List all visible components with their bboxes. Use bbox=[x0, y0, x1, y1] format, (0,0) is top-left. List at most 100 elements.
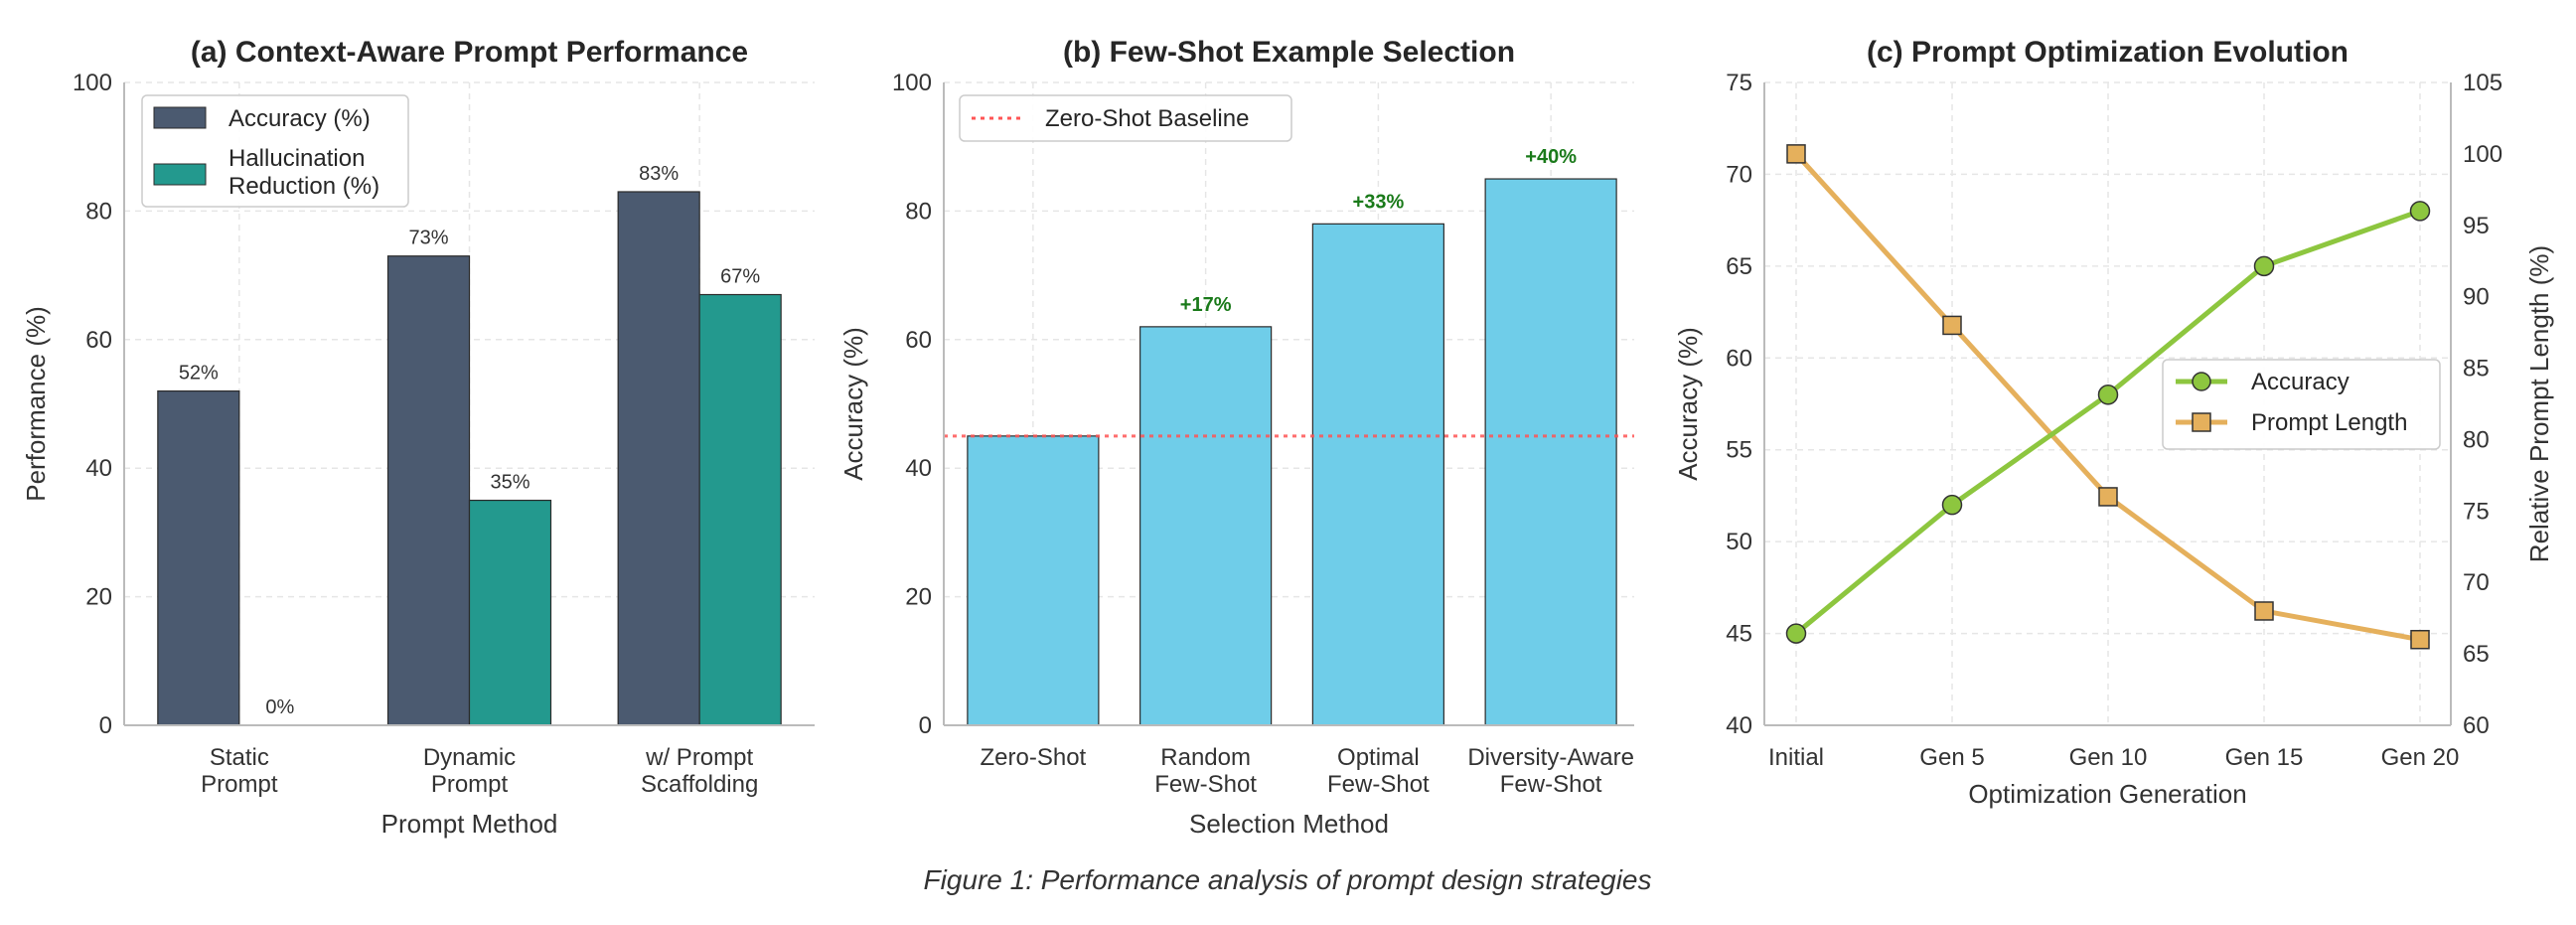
legend: Accuracy Prompt Length bbox=[2162, 359, 2441, 450]
legend: Zero-Shot Baseline bbox=[959, 94, 1292, 142]
x-tick-label: Diversity-Aware Few-Shot bbox=[1467, 744, 1634, 798]
marker-accuracy bbox=[2409, 201, 2431, 222]
marker-prompt-length bbox=[2098, 487, 2118, 507]
figure-caption: Figure 1: Performance analysis of prompt… bbox=[923, 864, 1651, 895]
bar-value-label: 67% bbox=[720, 266, 760, 288]
x-tick-label: Gen 15 bbox=[2225, 744, 2304, 771]
y-tick-label: 20 bbox=[905, 584, 932, 611]
y-axis-label-right: Relative Prompt Length (%) bbox=[2524, 245, 2554, 562]
chart-title: (c) Prompt Optimization Evolution bbox=[1867, 36, 2349, 69]
bar-hallucination bbox=[468, 499, 552, 726]
y-right-tick-label: 85 bbox=[2463, 356, 2490, 383]
y-tick-label: 65 bbox=[1726, 253, 1752, 280]
y-right-tick-label: 80 bbox=[2463, 426, 2490, 453]
y-tick-label: 70 bbox=[1726, 161, 1752, 188]
x-tick-label: Zero-Shot bbox=[981, 744, 1087, 771]
panel-b-few-shot-selection: +17% +33% +40% 0 20 40 60 80 100 Zero-Shot Random F… bbox=[838, 36, 1634, 839]
y-tick-label: 100 bbox=[892, 70, 932, 96]
panel-c-prompt-optimization: 40 45 50 55 60 65 70 75 60 65 70 75 80 85 90 95 100 105 In… bbox=[1673, 36, 2554, 809]
x-tick-label: Static Prompt bbox=[201, 744, 278, 798]
y-right-tick-label: 60 bbox=[2463, 712, 2490, 739]
bar-value-label: 35% bbox=[490, 472, 530, 494]
bar-value-label: 52% bbox=[179, 363, 219, 385]
x-tick-label: Dynamic Prompt bbox=[423, 744, 516, 798]
marker-prompt-length bbox=[2254, 601, 2274, 621]
y-tick-label: 40 bbox=[1726, 712, 1752, 739]
y-axis-label: Performance (%) bbox=[21, 306, 51, 502]
bar-accuracy bbox=[617, 191, 700, 726]
bar-value-label: 73% bbox=[408, 228, 448, 249]
chart-title: (a) Context-Aware Prompt Performance bbox=[191, 36, 748, 69]
y-tick-label: 0 bbox=[99, 712, 112, 739]
y-tick-label: 40 bbox=[905, 455, 932, 482]
legend-label-length: Prompt Length bbox=[2251, 409, 2407, 436]
marker-accuracy bbox=[2253, 255, 2275, 277]
y-right-tick-label: 65 bbox=[2463, 641, 2490, 668]
bar-few-shot bbox=[967, 435, 1100, 726]
gain-label: +17% bbox=[1180, 294, 1232, 316]
marker-accuracy bbox=[1941, 494, 1963, 516]
legend-label-accuracy: Accuracy (%) bbox=[228, 105, 371, 132]
y-right-tick-label: 100 bbox=[2463, 141, 2502, 168]
bar-value-label: 0% bbox=[265, 696, 294, 718]
marker-prompt-length bbox=[1942, 315, 1962, 336]
chart-title: (b) Few-Shot Example Selection bbox=[1063, 36, 1515, 69]
marker-accuracy bbox=[2097, 385, 2119, 405]
x-tick-label: Gen 5 bbox=[1919, 744, 1984, 771]
x-tick-label: Initial bbox=[1768, 744, 1824, 771]
x-tick-label: Gen 10 bbox=[2069, 744, 2148, 771]
x-tick-label: Optimal Few-Shot bbox=[1327, 744, 1430, 798]
y-tick-label: 20 bbox=[85, 584, 112, 611]
bar-few-shot bbox=[1311, 223, 1444, 726]
legend-swatch-accuracy bbox=[153, 106, 207, 129]
x-axis-label: Prompt Method bbox=[381, 809, 558, 839]
y-tick-label: 100 bbox=[73, 70, 112, 96]
legend-box bbox=[959, 94, 1292, 142]
y-tick-label: 75 bbox=[1726, 70, 1752, 96]
legend-box bbox=[2162, 359, 2441, 450]
bar-hallucination bbox=[698, 293, 782, 726]
legend: Accuracy (%) Hallucination Reduction (%) bbox=[141, 94, 409, 208]
y-right-tick-label: 95 bbox=[2463, 213, 2490, 239]
bar-few-shot bbox=[1484, 178, 1617, 726]
panel-a-context-aware-performance: 52% 73% 83% 0% 35% 67% 0 20 40 60 80 100 Static Promp… bbox=[21, 36, 815, 839]
bar-accuracy bbox=[157, 389, 240, 726]
y-tick-label: 80 bbox=[905, 198, 932, 225]
legend-swatch-accuracy-marker bbox=[2192, 372, 2211, 391]
y-tick-label: 55 bbox=[1726, 437, 1752, 464]
legend-label-hallucination: Hallucination Reduction (%) bbox=[228, 145, 379, 200]
y-tick-label: 45 bbox=[1726, 621, 1752, 648]
y-tick-label: 0 bbox=[919, 712, 932, 739]
x-axis-label: Selection Method bbox=[1189, 809, 1389, 839]
y-axis-label-left: Accuracy (%) bbox=[1673, 327, 1703, 481]
y-tick-label: 80 bbox=[85, 198, 112, 225]
bar-accuracy bbox=[386, 255, 471, 726]
y-right-tick-label: 90 bbox=[2463, 284, 2490, 311]
x-axis-label: Optimization Generation bbox=[1968, 779, 2246, 809]
bar-few-shot bbox=[1139, 326, 1273, 726]
x-tick-label: w/ Prompt Scaffolding bbox=[641, 744, 758, 798]
y-tick-label: 50 bbox=[1726, 529, 1752, 555]
x-tick-label: Gen 20 bbox=[2381, 744, 2460, 771]
y-tick-label: 60 bbox=[905, 327, 932, 354]
legend-box bbox=[141, 94, 409, 208]
legend-label-baseline: Zero-Shot Baseline bbox=[1045, 105, 1249, 132]
marker-accuracy bbox=[1785, 623, 1807, 644]
legend-swatch-length-marker bbox=[2192, 412, 2211, 432]
y-right-tick-label: 75 bbox=[2463, 498, 2490, 525]
gain-label: +40% bbox=[1525, 146, 1577, 168]
x-tick-label: Random Few-Shot bbox=[1154, 744, 1257, 798]
legend-swatch-hallucination bbox=[153, 163, 207, 186]
y-axis-label: Accuracy (%) bbox=[838, 327, 868, 481]
y-tick-label: 60 bbox=[1726, 345, 1752, 372]
marker-prompt-length bbox=[1786, 144, 1806, 164]
bar-value-label: 83% bbox=[639, 163, 679, 185]
y-right-tick-label: 70 bbox=[2463, 569, 2490, 596]
marker-prompt-length bbox=[2410, 629, 2430, 650]
legend-label-accuracy: Accuracy bbox=[2251, 369, 2349, 395]
y-right-tick-label: 105 bbox=[2463, 70, 2502, 96]
y-tick-label: 60 bbox=[85, 327, 112, 354]
gain-label: +33% bbox=[1353, 191, 1405, 213]
y-tick-label: 40 bbox=[85, 455, 112, 482]
